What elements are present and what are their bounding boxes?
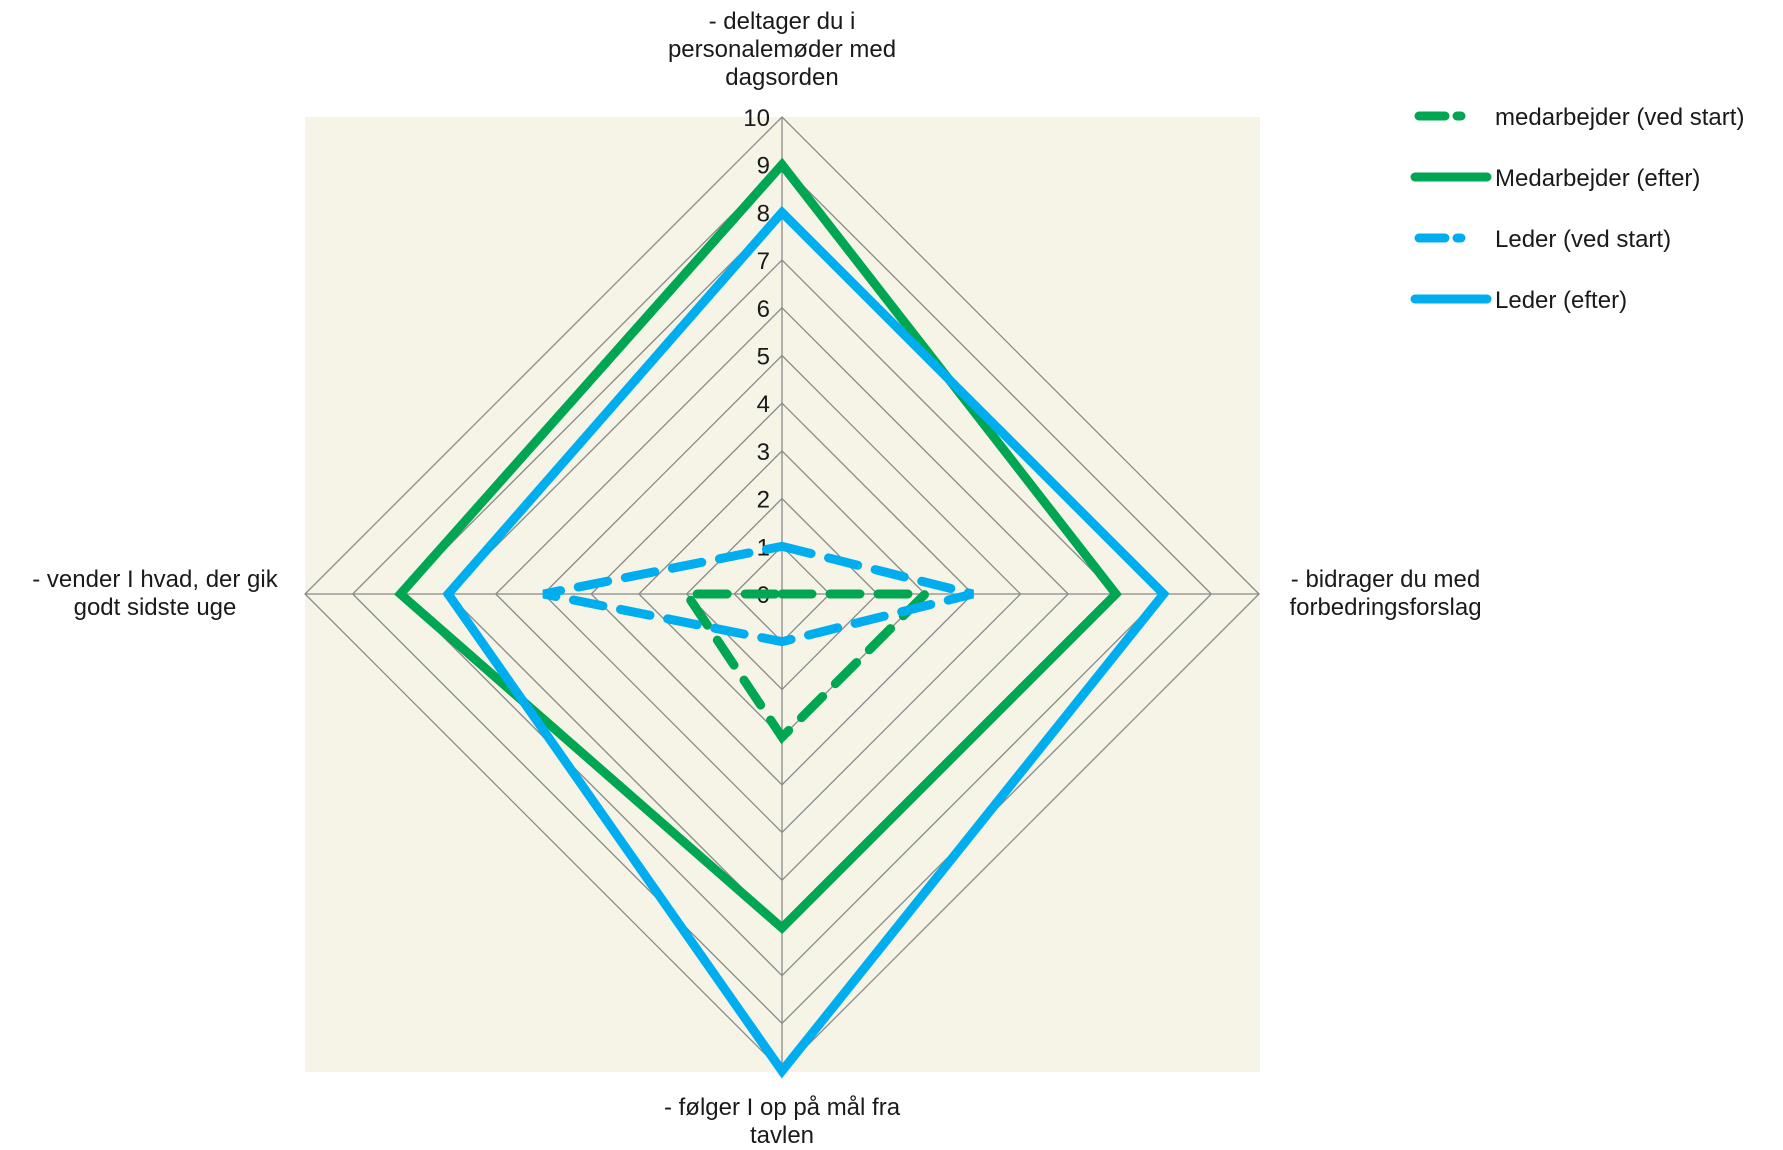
tick-label-4: 4 bbox=[757, 391, 770, 418]
tick-label-10: 10 bbox=[743, 105, 770, 132]
data-series bbox=[394, 157, 1170, 1079]
tick-label-6: 6 bbox=[757, 296, 770, 323]
tick-label-2: 2 bbox=[757, 487, 770, 514]
series-line-1 bbox=[394, 157, 1122, 935]
axis-label-bottom: - følger I op på mål fra tavlen bbox=[663, 1094, 901, 1149]
axis-label-top: - deltager du i personalemøder med dagso… bbox=[667, 8, 897, 91]
legend-label-2: Leder (ved start) bbox=[1495, 226, 1671, 253]
legend-label-1: Medarbejder (efter) bbox=[1495, 165, 1700, 192]
tick-label-3: 3 bbox=[757, 439, 770, 466]
legend-label-3: Leder (efter) bbox=[1495, 287, 1627, 314]
axis-label-left: - vender I hvad, der gik godt sidste uge bbox=[32, 566, 278, 621]
series-line-3 bbox=[442, 205, 1170, 1079]
series-line-2 bbox=[542, 541, 974, 647]
tick-label-7: 7 bbox=[757, 248, 770, 275]
tick-label-9: 9 bbox=[757, 153, 770, 180]
series-line-0 bbox=[678, 589, 936, 745]
legend-label-0: medarbejder (ved start) bbox=[1495, 104, 1744, 131]
tick-label-8: 8 bbox=[757, 200, 770, 227]
legend: medarbejder (ved start) Medarbejder (efte… bbox=[1410, 104, 1744, 314]
tick-label-5: 5 bbox=[757, 344, 770, 371]
axis-label-right: - bidrager du med forbedringsforslag bbox=[1289, 566, 1482, 621]
